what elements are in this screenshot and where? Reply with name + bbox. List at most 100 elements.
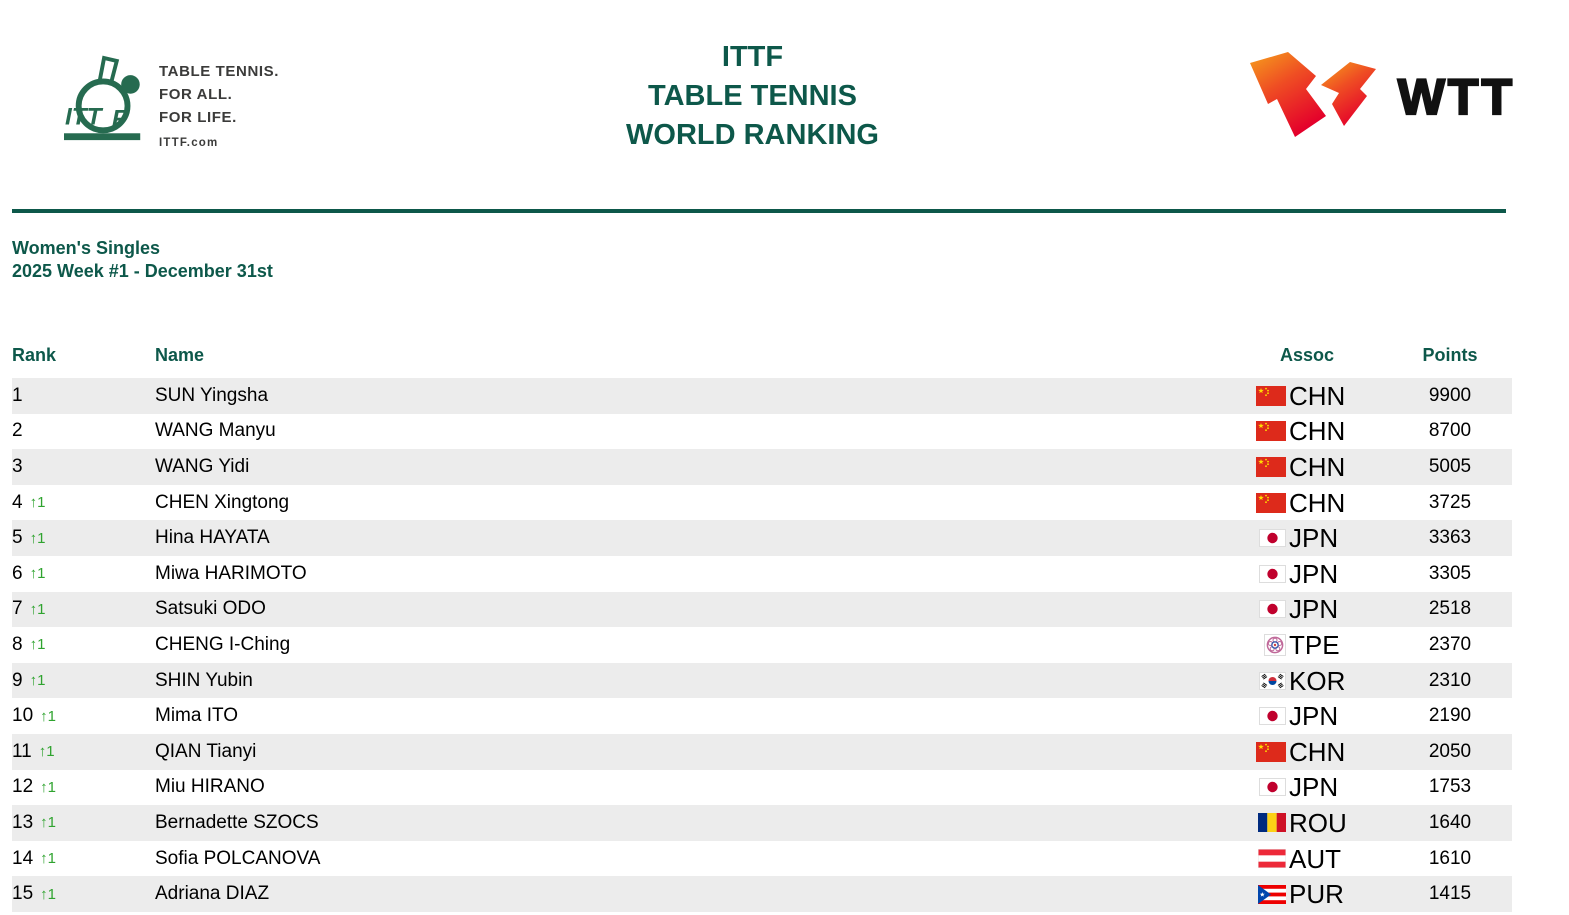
ranking-table: Rank Name Assoc Points 1 SUN Yingsha CHN… [12,331,1512,912]
rank-value: 2 [12,420,23,442]
rank-change-up: ↑1 [29,600,46,618]
rank-value: 4 [12,491,23,513]
player-name: CHEN Xingtong [155,491,290,513]
rank-change-up: ↑1 [29,636,46,654]
assoc-cell: JPN [1252,774,1362,800]
assoc-code: JPN [1289,523,1339,554]
assoc-cell: JPN [1252,561,1362,587]
assoc-code: TPE [1289,629,1340,660]
flag-aut-icon [1252,849,1286,869]
rank-change-up: ↑1 [38,743,55,761]
assoc-cell: JPN [1252,525,1362,551]
column-header-name: Name [155,345,205,365]
player-name: WANG Manyu [155,420,276,442]
ranking-table-body: 1 SUN Yingsha CHN 9900 2 WANG Manyu CHN … [12,378,1512,912]
table-row: 10 ↑1 Mima ITO JPN 2190 [12,698,1512,734]
flag-chn-icon [1252,385,1286,406]
wtt-logo[interactable]: WTT [1248,50,1515,143]
assoc-code: PUR [1289,879,1344,910]
rank-change-up: ↑1 [40,850,56,868]
table-row: 2 WANG Manyu CHN 8700 [12,414,1512,450]
column-header-rank: Rank [12,345,57,365]
flag-chn-icon [1252,421,1286,442]
assoc-code: ROU [1289,807,1347,838]
assoc-cell: JPN [1252,596,1362,622]
rank-cell: 3 [12,456,155,478]
wtt-logo-text: WTT [1397,67,1515,125]
rank-cell: 14 ↑1 [12,848,155,870]
flag-jpn-icon [1252,778,1286,797]
points-value: 1640 [1428,811,1472,833]
points-value: 3363 [1428,527,1472,549]
flag-pur-icon [1252,884,1286,904]
rank-cell: 5 ↑1 [12,527,155,549]
flag-chn-icon [1252,741,1286,762]
player-name: Miwa HARIMOTO [155,562,307,584]
player-name: Sofia POLCANOVA [155,847,321,869]
assoc-code: CHN [1289,416,1346,447]
points-value: 2050 [1428,740,1472,762]
assoc-cell: TPE [1252,632,1362,658]
rank-change-up: ↑1 [40,707,56,725]
rank-value: 14 [12,847,34,869]
points-value: 2370 [1428,633,1472,655]
ittf-tagline-line2: FOR ALL. [159,86,233,103]
table-row: 13 ↑1 Bernadette SZOCS ROU 1640 [12,805,1512,841]
rank-value: 6 [12,562,23,584]
page-title-line3: WORLD RANKING [626,119,879,151]
table-row: 4 ↑1 CHEN Xingtong CHN 3725 [12,485,1512,521]
ittf-tagline: TABLE TENNIS. FOR ALL. FOR LIFE. ITTF.co… [159,60,279,155]
rank-value: 10 [12,705,34,727]
ittf-tagline-line1: TABLE TENNIS. [159,63,280,80]
rank-change-up: ↑1 [29,565,46,583]
rank-cell: 4 ↑1 [12,492,155,514]
rank-value: 8 [12,633,23,655]
rank-cell: 15 ↑1 [12,883,155,905]
ittf-logo[interactable]: ITT F TABLE TENNIS. FOR ALL. FOR LIFE. I… [64,54,279,155]
page-title-line1: ITTF [721,41,784,73]
points-value: 1753 [1428,776,1472,798]
points-value: 9900 [1428,384,1472,406]
table-header-row: Rank Name Assoc Points [12,331,1512,378]
flag-jpn-icon [1252,529,1286,548]
flag-tpe-icon [1252,633,1286,656]
flag-chn-icon [1252,492,1286,513]
table-row: 1 SUN Yingsha CHN 9900 [12,378,1512,414]
player-name: Bernadette SZOCS [155,811,319,833]
rank-cell: 9 ↑1 [12,670,155,692]
assoc-cell: AUT [1252,846,1362,872]
flag-chn-icon [1252,456,1286,477]
table-row: 6 ↑1 Miwa HARIMOTO JPN 3305 [12,556,1512,592]
assoc-code: CHN [1289,487,1346,518]
player-name: Satsuki ODO [155,598,266,620]
assoc-cell: CHN [1252,418,1362,444]
rank-cell: 6 ↑1 [12,563,155,585]
table-row: 7 ↑1 Satsuki ODO JPN 2518 [12,591,1512,628]
page-title-line2: TABLE TENNIS [648,80,857,112]
assoc-cell: KOR [1252,668,1362,694]
header-divider [12,209,1506,213]
column-header-assoc: Assoc [1279,345,1335,365]
rank-cell: 8 ↑1 [12,634,155,656]
points-value: 3725 [1428,491,1472,513]
column-header-points: Points [1422,345,1478,365]
assoc-code: JPN [1289,772,1339,803]
points-value: 3305 [1428,562,1472,584]
flag-jpn-icon [1252,707,1286,726]
player-name: Hina HAYATA [155,527,270,549]
assoc-cell: CHN [1252,739,1362,765]
table-row: 11 ↑1 QIAN Tianyi CHN 2050 [12,733,1512,770]
page-title: ITTF TABLE TENNIS WORLD RANKING [513,38,993,155]
points-value: 2190 [1428,705,1472,727]
points-value: 2310 [1428,669,1472,691]
rank-value: 1 [12,384,23,406]
rank-cell: 11 ↑1 [12,741,155,763]
player-name: Miu HIRANO [155,776,265,798]
ranking-week: 2025 Week #1 - December 31st [12,261,273,281]
ittf-tagline-line3: FOR LIFE. [159,109,237,126]
assoc-code: JPN [1289,594,1339,625]
rank-cell: 2 [12,420,155,442]
table-row: 5 ↑1 Hina HAYATA JPN 3363 [12,520,1512,556]
ittf-paddle-icon: ITT F [64,54,150,155]
table-row: 8 ↑1 CHENG I-Ching TPE 2370 [12,627,1512,663]
